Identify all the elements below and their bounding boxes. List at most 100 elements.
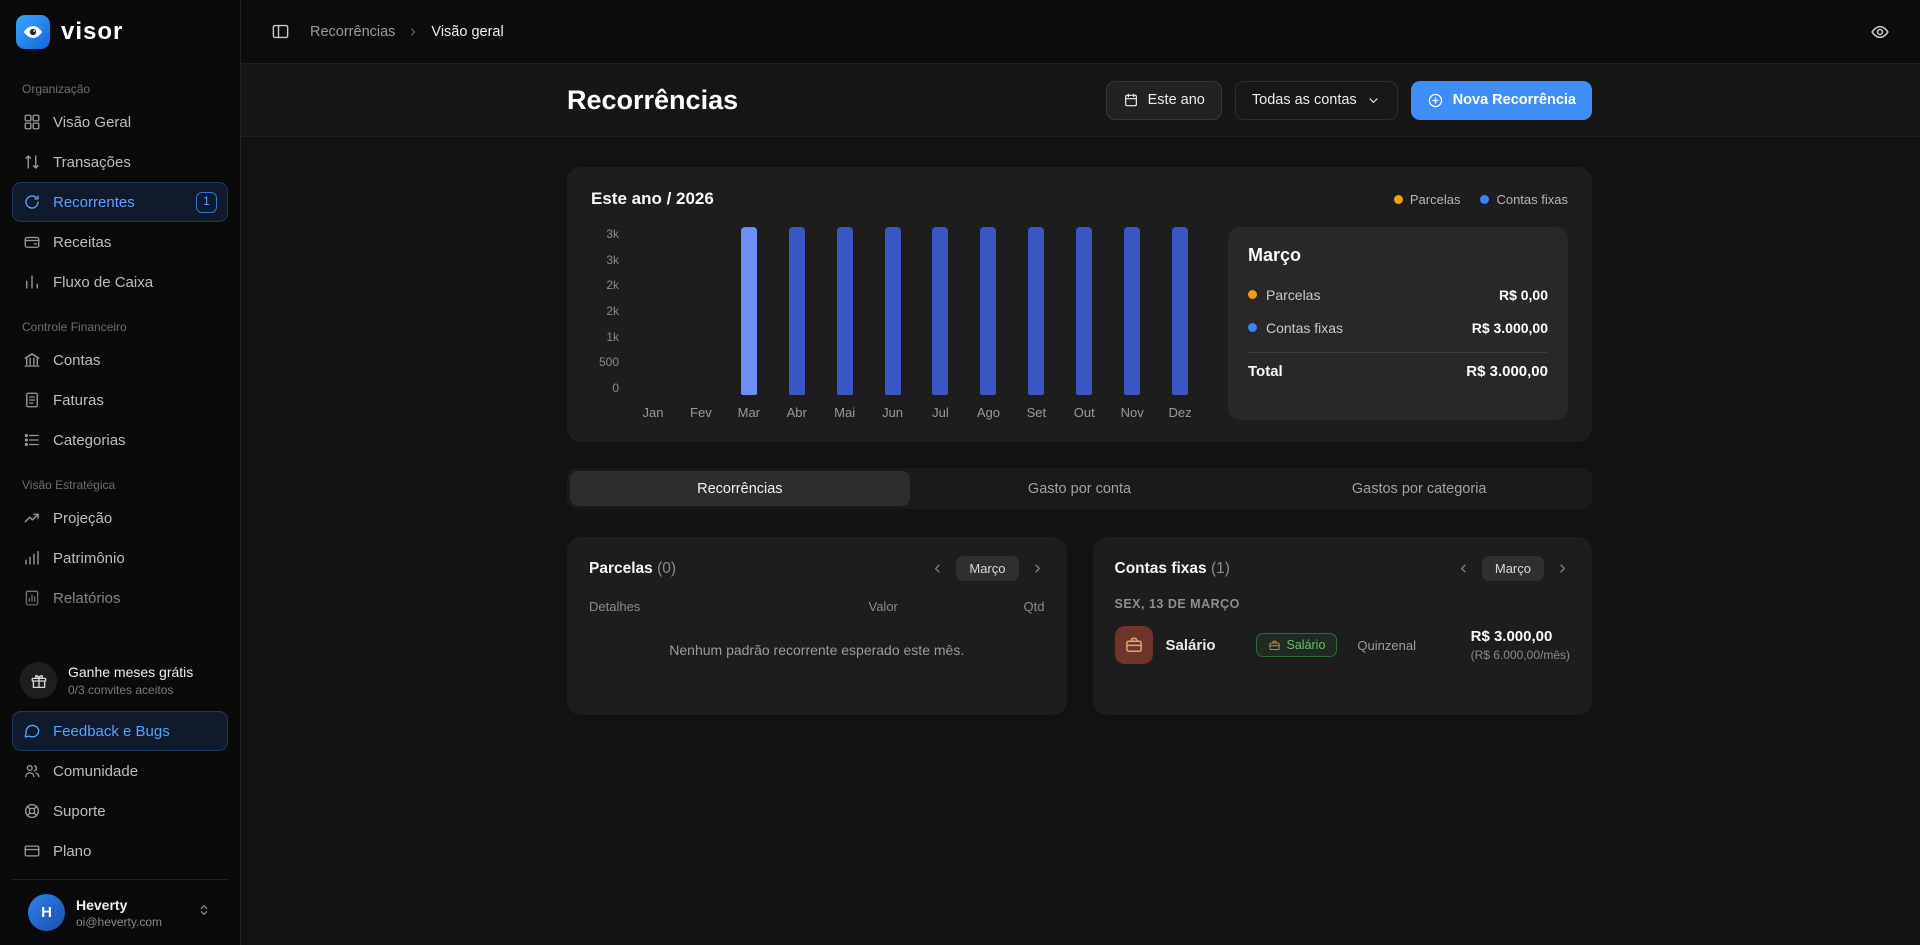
sidebar-item-contas[interactable]: Contas	[12, 340, 228, 380]
detail-value: R$ 3.000,00	[1471, 319, 1548, 336]
divider	[1248, 352, 1548, 353]
x-axis-label: Set	[1026, 405, 1047, 420]
content: Este ano / 2026 Parcelas Contas fixas 3k 3…	[241, 137, 1920, 945]
user-email: oi@heverty.com	[76, 914, 162, 929]
sidebar-item-receitas[interactable]: Receitas	[12, 222, 228, 262]
categories-icon	[24, 433, 39, 447]
logo-wordmark: visor	[61, 18, 124, 45]
bar	[788, 227, 805, 395]
next-month-button[interactable]	[1030, 561, 1045, 576]
arrows-icon	[25, 155, 39, 169]
item-count-badge: 1	[196, 191, 217, 213]
sidebar-item-projecao[interactable]: Projeção	[12, 498, 228, 538]
chart-bar-mai[interactable]: Mai	[821, 227, 869, 420]
calendar-icon	[1124, 93, 1137, 107]
breadcrumb-parent[interactable]: Recorrências	[310, 23, 396, 40]
parcelas-card-title: Parcelas (0)	[589, 559, 677, 577]
section-label: Controle Financeiro	[22, 320, 127, 334]
chart-bar-jul[interactable]: Jul	[917, 227, 965, 420]
promo-subtitle: 0/3 convites aceitos	[68, 683, 174, 697]
sidebar-item-faturas[interactable]: Faturas	[12, 380, 228, 420]
chart-bar-jun[interactable]: Jun	[869, 227, 917, 420]
account-select[interactable]: Todas as contas	[1234, 80, 1398, 120]
category-badge: Salário	[1255, 633, 1338, 657]
period-button[interactable]: Este ano	[1105, 80, 1222, 120]
next-month-button[interactable]	[1555, 561, 1570, 576]
chart-bar-nov[interactable]: Nov	[1108, 227, 1156, 420]
bar	[1124, 227, 1141, 395]
sidebar-item-visao-geral[interactable]: Visão Geral	[12, 102, 228, 142]
chart-bar-ago[interactable]: Ago	[964, 227, 1012, 420]
bars-icon	[26, 275, 38, 289]
sidebar-item-plano[interactable]: Plano	[12, 831, 228, 871]
parcelas-columns: Detalhes Valor Qtd	[589, 599, 1045, 614]
sidebar-item-feedback-e-bugs[interactable]: Feedback e Bugs	[12, 711, 228, 751]
sidebar: visor Organização Visão Geral Transações Re…	[0, 0, 241, 945]
detail-row-parcelas: Parcelas R$ 0,00	[1248, 278, 1548, 311]
eye-icon	[1871, 25, 1889, 38]
briefcase-icon	[1125, 637, 1142, 652]
x-axis-label: Jul	[932, 405, 949, 420]
chart-bar-set[interactable]: Set	[1012, 227, 1060, 420]
sidebar-item-label: Categorias	[53, 431, 126, 449]
page-title: Recorrências	[567, 84, 739, 115]
x-axis-label: Mai	[834, 405, 856, 420]
chart-bar-dez[interactable]: Dez	[1156, 227, 1204, 420]
sidebar-item-label: Transações	[53, 153, 131, 171]
bar-area	[884, 227, 901, 395]
tab-gastos-por-categoria[interactable]: Gastos por categoria	[1351, 480, 1487, 497]
app-logo[interactable]: visor	[0, 0, 240, 64]
chevron-right-icon	[1034, 564, 1040, 573]
sidebar-toggle-button[interactable]	[271, 22, 290, 41]
sidebar-item-label: Relatórios	[53, 589, 121, 607]
promo-title: Ganhe meses grátis	[68, 664, 194, 680]
salary-briefcase-icon	[1114, 626, 1153, 664]
y-tick-label: 0	[612, 380, 619, 395]
bar-area	[1076, 227, 1093, 395]
contas-count: (1)	[1210, 559, 1230, 577]
legend-item-parcelas: Parcelas	[1393, 192, 1460, 207]
user-menu[interactable]: H Heverty oi@heverty.com	[12, 879, 228, 945]
chart-bar-jan[interactable]: Jan	[629, 227, 677, 420]
parcelas-month-chip[interactable]: Março	[956, 556, 1019, 581]
sidebar-item-recorrentes[interactable]: Recorrentes 1	[12, 182, 228, 222]
x-axis-label: Mar	[737, 405, 760, 420]
referral-promo[interactable]: Ganhe meses grátis 0/3 convites aceitos	[12, 652, 228, 711]
detail-dot	[1248, 290, 1257, 299]
sidebar-item-suporte[interactable]: Suporte	[12, 791, 228, 831]
sidebar-item-categorias[interactable]: Categorias	[12, 420, 228, 460]
detail-rows: Parcelas R$ 0,00 Contas fixas R$ 3.000,00	[1248, 278, 1548, 344]
sidebar-item-label: Contas	[53, 351, 101, 369]
chart-bar-out[interactable]: Out	[1060, 227, 1108, 420]
sidebar-item-transacoes[interactable]: Transações	[12, 142, 228, 182]
y-tick-label: 1k	[606, 329, 619, 344]
chart-bar-abr[interactable]: Abr	[773, 227, 821, 420]
bar	[980, 227, 997, 395]
chevron-right-icon	[1560, 564, 1565, 573]
prev-month-button[interactable]	[930, 561, 945, 576]
sidebar-item-patrimonio[interactable]: Patrimônio	[12, 538, 228, 578]
sidebar-item-label: Recorrentes	[53, 193, 135, 211]
new-recurrence-button[interactable]: Nova Recorrência	[1410, 80, 1592, 120]
sidebar-item-label: Visão Geral	[53, 113, 132, 131]
grid-icon	[24, 114, 40, 130]
contas-month-chip[interactable]: Março	[1481, 556, 1544, 581]
tab-recorrencias[interactable]: Recorrências	[570, 471, 910, 506]
sidebar-item-relatorios[interactable]: Relatórios	[12, 578, 228, 618]
period-button-label: Este ano	[1147, 92, 1205, 108]
x-axis-label: Abr	[786, 405, 807, 420]
legend-dot	[1480, 194, 1490, 204]
privacy-eye-button[interactable]	[1870, 22, 1890, 42]
people-icon	[24, 764, 40, 778]
prev-month-button[interactable]	[1456, 561, 1471, 576]
chart-bar-fev[interactable]: Fev	[677, 227, 725, 420]
bar-area	[932, 227, 949, 395]
sidebar-item-fluxo-de-caixa[interactable]: Fluxo de Caixa	[12, 262, 228, 302]
fixed-expense-row[interactable]: Salário Salário Quinzenal R$ 3.000,00 (R…	[1114, 626, 1570, 664]
user-name: Heverty	[76, 896, 128, 913]
chart-bar-mar[interactable]: Mar	[725, 227, 773, 420]
plus-circle-icon	[1428, 93, 1442, 107]
sidebar-item-comunidade[interactable]: Comunidade	[12, 751, 228, 791]
tab-gasto-por-conta[interactable]: Gasto por conta	[1027, 480, 1132, 497]
parcelas-empty-state: Nenhum padrão recorrente esperado este m…	[669, 642, 965, 658]
